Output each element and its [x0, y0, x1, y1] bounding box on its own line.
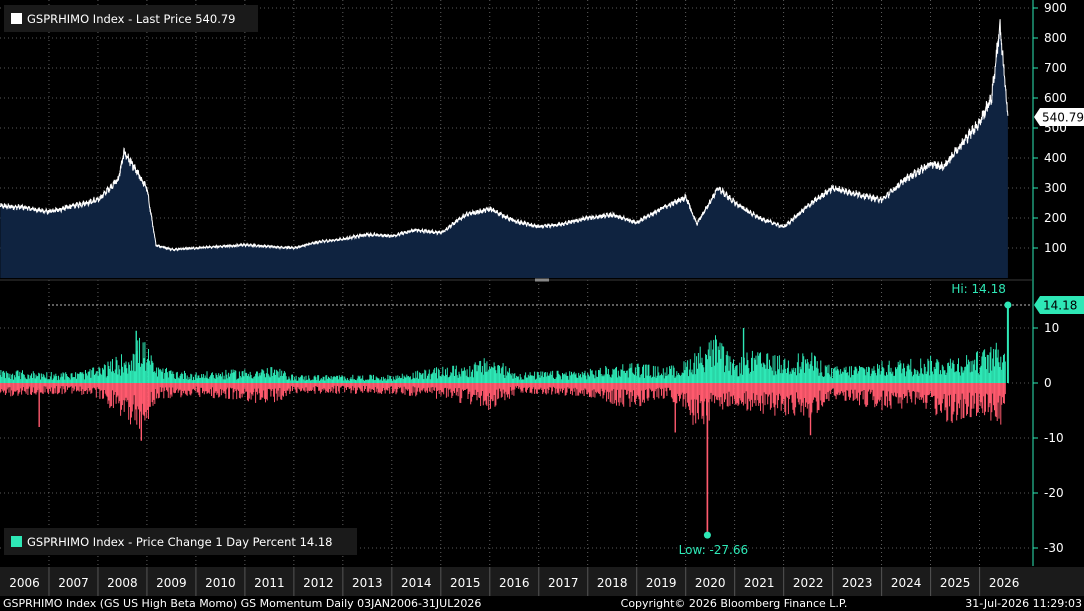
price-panel: [0, 19, 1009, 278]
low-marker: [703, 531, 711, 539]
low-annotation: Low: -27.66: [679, 543, 749, 557]
x-tick-label: 2024: [891, 576, 922, 590]
legend-top-text: GSPRHIMO Index - Last Price 540.79: [27, 12, 235, 26]
price-last-tag: 540.79: [1034, 108, 1084, 126]
x-tick-label: 2008: [107, 576, 138, 590]
x-tick-label: 2016: [499, 576, 530, 590]
change-y-tick-label: 0: [1044, 376, 1052, 390]
x-tick-label: 2015: [450, 576, 481, 590]
x-tick-label: 2020: [695, 576, 726, 590]
price-y-tick-label: 900: [1044, 1, 1067, 15]
x-axis: 2006 2007 2008 2009 2010 2011 2012 2013 2014 2015…: [9, 567, 1019, 596]
legend-bottom: GSPRHIMO Index - Price Change 1 Day Perc…: [4, 528, 357, 555]
change-y-tick-label: -10: [1044, 431, 1064, 445]
change-last-tag-bg: [1034, 296, 1084, 314]
footer-timestamp: 31-Jul-2026 11:29:03: [965, 597, 1082, 610]
price-last-tag-bg: [1034, 108, 1084, 126]
legend-bottom-text: GSPRHIMO Index - Price Change 1 Day Perc…: [27, 535, 333, 549]
legend-top-swatch: [11, 13, 22, 24]
legend-bottom-swatch: [11, 536, 22, 547]
hi-annotation: Hi: 14.18: [951, 282, 1006, 296]
price-y-tick-label: 600: [1044, 91, 1067, 105]
x-axis-bar: [0, 567, 1084, 596]
footer-description: GSPRHIMO Index (GS US High Beta Momo) GS…: [3, 597, 481, 610]
change-last-tag: 14.18: [1034, 296, 1084, 314]
price-y-tick-label: 200: [1044, 211, 1067, 225]
change-last-value: 14.18: [1043, 299, 1077, 313]
x-tick-label: 2019: [646, 576, 677, 590]
change-y-tick-label: -30: [1044, 541, 1064, 555]
x-tick-label: 2012: [303, 576, 334, 590]
x-tick-label: 2011: [254, 576, 285, 590]
price-y-tick-label: 800: [1044, 31, 1067, 45]
x-tick-label: 2010: [205, 576, 236, 590]
x-tick-label: 2009: [156, 576, 187, 590]
x-tick-label: 2006: [9, 576, 40, 590]
price-area: [0, 19, 1008, 278]
price-last-value: 540.79: [1042, 111, 1084, 125]
x-tick-label: 2018: [597, 576, 628, 590]
price-y-tick-label: 300: [1044, 181, 1067, 195]
price-y-tick-label: 100: [1044, 241, 1067, 255]
footer-copyright: Copyright© 2026 Bloomberg Finance L.P.: [621, 597, 848, 610]
x-tick-label: 2022: [793, 576, 824, 590]
price-y-tick-label: 700: [1044, 61, 1067, 75]
x-tick-label: 2007: [58, 576, 89, 590]
panel-resize-handle[interactable]: [535, 278, 549, 282]
x-tick-label: 2014: [401, 576, 432, 590]
change-y-tick-label: 10: [1044, 321, 1059, 335]
x-tick-label: 2026: [989, 576, 1020, 590]
change-y-axis: -30 -20 -10 0 10: [1033, 321, 1064, 555]
x-tick-label: 2025: [940, 576, 971, 590]
change-y-tick-label: -20: [1044, 486, 1064, 500]
price-line: [0, 19, 1009, 252]
legend-bottom-bg: [4, 528, 357, 555]
x-tick-label: 2013: [352, 576, 383, 590]
x-tick-label: 2021: [744, 576, 775, 590]
legend-top-bg: [4, 5, 258, 32]
change-panel: Hi: 14.18 Low: -27.66: [0, 282, 1032, 557]
x-tick-label: 2017: [548, 576, 579, 590]
x-tick-label: 2023: [842, 576, 873, 590]
daily-change-bars: [0, 305, 1009, 536]
price-y-tick-label: 400: [1044, 151, 1067, 165]
hi-marker: [1004, 301, 1012, 309]
legend-top: GSPRHIMO Index - Last Price 540.79: [4, 5, 258, 32]
